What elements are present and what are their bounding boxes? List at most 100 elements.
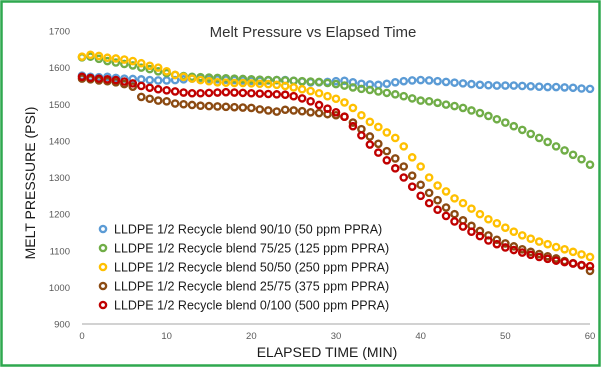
- legend-entry: LLDPE 1/2 Recycle blend 25/75 (375 ppm P…: [114, 280, 389, 294]
- data-point: [323, 104, 332, 113]
- data-point: [534, 237, 544, 246]
- data-point: [120, 59, 129, 69]
- data-point: [568, 247, 578, 257]
- data-point: [424, 76, 434, 85]
- y-tick-label: 1600: [49, 63, 70, 74]
- chart-title: Melt Pressure vs Elapsed Time: [210, 24, 417, 41]
- data-point: [272, 80, 282, 90]
- legend-marker: [98, 262, 108, 272]
- data-point: [86, 50, 95, 60]
- data-point: [238, 78, 248, 88]
- data-point: [247, 88, 256, 98]
- data-point: [213, 102, 222, 111]
- x-tick-label: 40: [415, 331, 426, 342]
- data-point: [382, 79, 392, 89]
- data-point: [433, 181, 442, 190]
- data-point: [517, 248, 527, 257]
- data-point: [424, 173, 434, 182]
- y-tick-label: 1500: [49, 100, 70, 111]
- data-point: [340, 81, 349, 90]
- x-axis-label: ELAPSED TIME (MIN): [257, 344, 398, 360]
- data-point: [153, 76, 163, 85]
- y-axis-label: MELT PRESSURE (PSI): [22, 107, 38, 260]
- data-point: [136, 81, 146, 91]
- data-point: [560, 146, 569, 155]
- data-point: [475, 80, 485, 90]
- data-point: [467, 227, 476, 237]
- data-point: [424, 97, 434, 106]
- data-point: [204, 88, 214, 98]
- data-point: [501, 243, 510, 252]
- data-point: [441, 203, 451, 212]
- data-point: [162, 66, 171, 76]
- data-point: [407, 182, 417, 191]
- data-point: [501, 81, 510, 90]
- data-point: [585, 160, 595, 169]
- data-point: [577, 260, 586, 270]
- data-point: [577, 84, 586, 93]
- x-tick-label: 10: [161, 331, 172, 342]
- data-point: [467, 79, 476, 89]
- data-point: [534, 252, 544, 262]
- data-point: [526, 129, 536, 139]
- data-point: [306, 86, 315, 96]
- data-point: [204, 73, 214, 82]
- data-point: [280, 81, 290, 91]
- data-point: [543, 239, 552, 249]
- data-point: [365, 85, 375, 95]
- data-point: [450, 217, 459, 226]
- data-point: [433, 195, 442, 205]
- data-point: [458, 198, 468, 208]
- data-point: [475, 108, 485, 118]
- data-point: [382, 155, 392, 165]
- data-point: [103, 56, 112, 66]
- data-point: [501, 118, 510, 127]
- x-tick-label: 20: [246, 331, 257, 342]
- data-point: [128, 74, 138, 84]
- data-point: [543, 254, 552, 264]
- data-point: [179, 88, 188, 97]
- data-point: [170, 99, 180, 108]
- data-point: [467, 106, 476, 115]
- data-point: [484, 111, 493, 121]
- data-point: [128, 56, 138, 66]
- data-point: [458, 222, 468, 231]
- data-point: [390, 90, 400, 99]
- data-point: [204, 101, 214, 111]
- data-point: [153, 84, 163, 94]
- data-point: [501, 223, 510, 232]
- data-point: [179, 99, 188, 109]
- data-point: [306, 97, 315, 106]
- data-point: [289, 91, 298, 101]
- data-point: [526, 234, 536, 243]
- data-point: [348, 103, 358, 113]
- y-tick-label: 1000: [49, 283, 70, 294]
- data-point: [230, 102, 239, 112]
- data-point: [153, 63, 163, 72]
- legend-entry: LLDPE 1/2 Recycle blend 75/25 (125 ppm P…: [114, 242, 389, 256]
- data-point: [416, 180, 425, 190]
- data-point: [331, 94, 341, 104]
- data-point: [492, 81, 502, 90]
- data-point: [230, 88, 239, 97]
- data-point: [407, 171, 417, 180]
- data-point: [145, 64, 155, 74]
- data-point: [416, 162, 425, 171]
- data-point: [509, 81, 519, 90]
- data-point: [230, 74, 239, 83]
- data-point: [568, 259, 578, 268]
- data-point: [238, 88, 248, 98]
- data-point: [128, 61, 138, 70]
- data-point: [365, 140, 375, 149]
- x-tick-label: 0: [79, 331, 84, 342]
- data-point: [492, 235, 502, 245]
- data-point: [111, 58, 121, 67]
- y-tick-label: 1700: [49, 27, 70, 38]
- data-point: [297, 106, 307, 116]
- data-point: [348, 121, 358, 131]
- data-point: [534, 82, 544, 91]
- data-point: [467, 204, 476, 213]
- data-point: [331, 108, 341, 117]
- data-point: [323, 91, 332, 101]
